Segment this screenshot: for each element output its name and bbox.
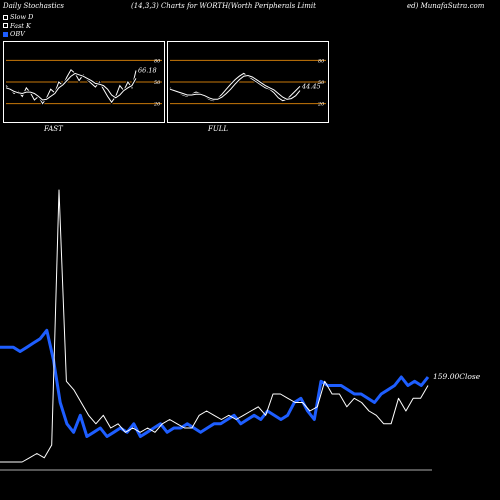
- legend-item-slow-d: Slow D: [3, 13, 33, 22]
- fast-panel-label: FAST: [44, 125, 63, 133]
- fast-series-1-line: [5, 72, 137, 101]
- legend-swatch-slow-d: [3, 14, 8, 20]
- full-tick-50: 50: [318, 80, 325, 86]
- legend-label-obv: OBV: [10, 30, 25, 39]
- fast-last-value-label: 66.18: [138, 66, 157, 74]
- full-panel-label: FULL: [208, 125, 229, 133]
- header-left: Daily Stochastics: [3, 2, 65, 10]
- full-last-value-label: 44.45: [301, 82, 321, 90]
- header-mid: (14,3,3) Charts for WORTH: [131, 2, 229, 10]
- legend-label-slow-d: Slow D: [10, 13, 34, 21]
- full-stochastic-panel: 20 50 80 44.45: [167, 41, 329, 123]
- close-price-label: 159.00Close: [433, 372, 481, 381]
- price-line: [0, 189, 429, 463]
- full-tick-20: 20: [317, 102, 325, 108]
- legend-swatch-fast-k: [3, 23, 8, 29]
- header-right-1: (Worth Peripherals Limit: [228, 2, 316, 10]
- fast-stochastic-plot: 20 50 80 66.18: [5, 58, 162, 108]
- full-stochastic-plot: 20 50 80 44.45: [169, 58, 326, 108]
- obv-line: [0, 328, 430, 438]
- fast-tick-20: 20: [153, 102, 161, 108]
- legend-label-fast-k: Fast K: [10, 21, 31, 30]
- legend-item-obv: OBV: [3, 30, 33, 39]
- fast-stochastic-panel: 20 50 80 66.18: [3, 41, 165, 123]
- legend: Slow D Fast K OBV: [3, 13, 33, 39]
- fast-tick-80: 80: [154, 58, 161, 64]
- full-tick-80: 80: [318, 58, 325, 64]
- legend-swatch-obv: [3, 31, 8, 37]
- fast-tick-50: 50: [154, 80, 161, 86]
- header-right-2: ed) MunafaSutra.com: [407, 2, 485, 10]
- full-series-1-line: [169, 74, 301, 100]
- legend-item-fast-k: Fast K: [3, 22, 33, 31]
